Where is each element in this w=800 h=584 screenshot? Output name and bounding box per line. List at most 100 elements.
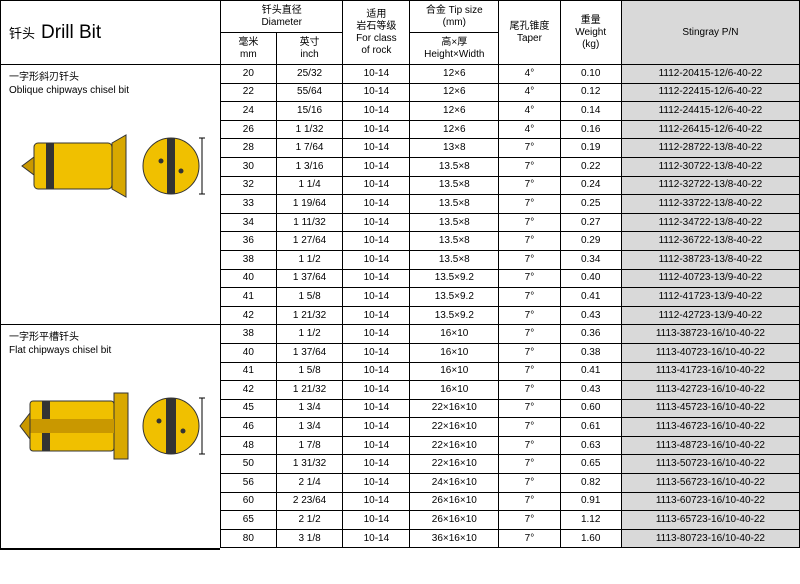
title-cn: 钎头 <box>9 23 35 42</box>
table-row: 501 31/3210-1422×16×107°0.651113-50723-1… <box>221 455 800 474</box>
cell-taper: 7° <box>499 474 560 493</box>
cell-mm: 26 <box>221 120 277 139</box>
type-en: Flat chipways chisel bit <box>9 344 212 357</box>
cell-wt: 0.12 <box>560 83 621 102</box>
cell-pn: 1112-36722-13/8-40-22 <box>621 232 799 251</box>
cell-tip: 22×16×10 <box>410 418 499 437</box>
cell-rock: 10-14 <box>343 213 410 232</box>
cell-pn: 1113-56723-16/10-40-22 <box>621 474 799 493</box>
cell-inch: 1 11/32 <box>276 213 343 232</box>
cell-rock: 10-14 <box>343 120 410 139</box>
table-row: 331 19/6410-1413.5×87°0.251112-33722-13/… <box>221 195 800 214</box>
cell-wt: 0.36 <box>560 325 621 344</box>
cell-pn: 1112-30722-13/8-40-22 <box>621 157 799 176</box>
cell-mm: 45 <box>221 399 277 418</box>
cell-rock: 10-14 <box>343 306 410 325</box>
cell-taper: 7° <box>499 157 560 176</box>
cell-taper: 4° <box>499 65 560 84</box>
cell-taper: 4° <box>499 102 560 121</box>
cell-tip: 13.5×8 <box>410 250 499 269</box>
cell-tip: 13.5×8 <box>410 232 499 251</box>
cell-inch: 25/32 <box>276 65 343 84</box>
cell-wt: 0.25 <box>560 195 621 214</box>
table-row: 803 1/810-1436×16×107°1.601113-80723-16/… <box>221 529 800 548</box>
cell-pn: 1113-48723-16/10-40-22 <box>621 436 799 455</box>
cell-rock: 10-14 <box>343 399 410 418</box>
cell-taper: 7° <box>499 195 560 214</box>
cell-wt: 0.27 <box>560 213 621 232</box>
cell-wt: 0.16 <box>560 120 621 139</box>
table-row: 481 7/810-1422×16×107°0.631113-48723-16/… <box>221 436 800 455</box>
cell-mm: 65 <box>221 511 277 530</box>
hdr-hw: 高×厚 Height×Width <box>410 33 499 65</box>
cell-mm: 50 <box>221 455 277 474</box>
hdr-rock: 适用 岩石等级 For class of rock <box>343 1 410 65</box>
cell-mm: 36 <box>221 232 277 251</box>
cell-pn: 1113-50723-16/10-40-22 <box>621 455 799 474</box>
cell-wt: 0.34 <box>560 250 621 269</box>
cell-pn: 1113-40723-16/10-40-22 <box>621 343 799 362</box>
cell-taper: 7° <box>499 418 560 437</box>
cell-tip: 13.5×8 <box>410 213 499 232</box>
cell-wt: 0.41 <box>560 288 621 307</box>
cell-tip: 22×16×10 <box>410 455 499 474</box>
cell-taper: 7° <box>499 269 560 288</box>
cell-inch: 1 7/8 <box>276 436 343 455</box>
cell-wt: 0.60 <box>560 399 621 418</box>
cell-wt: 0.29 <box>560 232 621 251</box>
type-block: 一字形平槽钎头Flat chipways chisel bitD <box>1 325 220 548</box>
header-row-1: 钎头直径 Diameter 适用 岩石等级 For class of rock … <box>221 1 800 33</box>
cell-pn: 1113-45723-16/10-40-22 <box>621 399 799 418</box>
cell-tip: 12×6 <box>410 65 499 84</box>
cell-tip: 16×10 <box>410 362 499 381</box>
cell-inch: 1 37/64 <box>276 343 343 362</box>
table-row: 2255/6410-1412×64°0.121112-22415-12/6-40… <box>221 83 800 102</box>
right-column: 钎头直径 Diameter 适用 岩石等级 For class of rock … <box>220 0 800 550</box>
cell-wt: 0.10 <box>560 65 621 84</box>
cell-rock: 10-14 <box>343 455 410 474</box>
cell-pn: 1113-65723-16/10-40-22 <box>621 511 799 530</box>
cell-taper: 7° <box>499 529 560 548</box>
cell-inch: 1 3/4 <box>276 418 343 437</box>
cell-tip: 13.5×8 <box>410 157 499 176</box>
cell-inch: 1 3/16 <box>276 157 343 176</box>
table-row: 381 1/210-1416×107°0.361113-38723-16/10-… <box>221 325 800 344</box>
table-row: 401 37/6410-1416×107°0.381113-40723-16/1… <box>221 343 800 362</box>
cell-mm: 48 <box>221 436 277 455</box>
cell-mm: 32 <box>221 176 277 195</box>
cell-wt: 0.43 <box>560 306 621 325</box>
cell-rock: 10-14 <box>343 511 410 530</box>
cell-wt: 0.43 <box>560 381 621 400</box>
type-en: Oblique chipways chisel bit <box>9 84 212 97</box>
table-row: 321 1/410-1413.5×87°0.241112-32722-13/8-… <box>221 176 800 195</box>
cell-rock: 10-14 <box>343 157 410 176</box>
cell-inch: 2 1/4 <box>276 474 343 493</box>
cell-rock: 10-14 <box>343 102 410 121</box>
cell-taper: 7° <box>499 288 560 307</box>
cell-mm: 80 <box>221 529 277 548</box>
cell-tip: 22×16×10 <box>410 436 499 455</box>
hdr-weight: 重量 Weight (kg) <box>560 1 621 65</box>
table-row: 562 1/410-1424×16×107°0.821113-56723-16/… <box>221 474 800 493</box>
cell-taper: 7° <box>499 455 560 474</box>
cell-inch: 15/16 <box>276 102 343 121</box>
cell-rock: 10-14 <box>343 343 410 362</box>
cell-pn: 1113-80723-16/10-40-22 <box>621 529 799 548</box>
cell-inch: 1 1/32 <box>276 120 343 139</box>
cell-mm: 34 <box>221 213 277 232</box>
cell-rock: 10-14 <box>343 288 410 307</box>
cell-mm: 28 <box>221 139 277 158</box>
table-row: 461 3/410-1422×16×107°0.611113-46723-16/… <box>221 418 800 437</box>
cell-inch: 1 1/2 <box>276 325 343 344</box>
table-row: 411 5/810-1413.5×9.27°0.411112-41723-13/… <box>221 288 800 307</box>
table-row: 301 3/1610-1413.5×87°0.221112-30722-13/8… <box>221 157 800 176</box>
cell-tip: 12×6 <box>410 102 499 121</box>
hdr-mm: 毫米 mm <box>221 33 277 65</box>
cell-inch: 1 5/8 <box>276 362 343 381</box>
cell-inch: 1 27/64 <box>276 232 343 251</box>
cell-wt: 1.60 <box>560 529 621 548</box>
hdr-diameter: 钎头直径 Diameter <box>221 1 343 33</box>
cell-pn: 1112-24415-12/6-40-22 <box>621 102 799 121</box>
cell-wt: 0.22 <box>560 157 621 176</box>
cell-mm: 38 <box>221 250 277 269</box>
